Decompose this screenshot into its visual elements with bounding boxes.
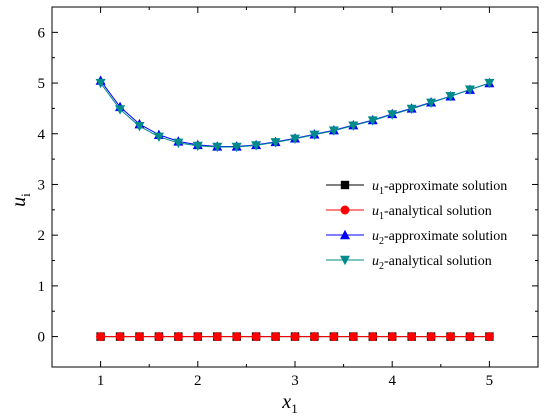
legend-label: u2-approximate solution xyxy=(372,229,507,247)
data-point xyxy=(348,332,358,342)
x-tick-label: 1 xyxy=(97,373,105,389)
x-axis-label-base: x xyxy=(281,391,291,413)
legend-item-u1-analytical: u1-analytical solution xyxy=(326,204,492,222)
data-point xyxy=(270,138,281,148)
data-point xyxy=(309,130,320,140)
data-point xyxy=(134,332,144,342)
data-point xyxy=(115,105,126,115)
data-point xyxy=(328,126,339,136)
series-u1-analytical xyxy=(96,332,494,342)
data-point xyxy=(193,332,203,342)
x-tick-label: 4 xyxy=(388,373,396,389)
legend-marker xyxy=(340,205,350,215)
legend-label: u1-approximate solution xyxy=(372,179,507,197)
y-tick-label: 4 xyxy=(38,127,46,143)
data-point xyxy=(407,332,417,342)
y-axis-label-sub: i xyxy=(18,193,33,197)
legend-label: u2-analytical solution xyxy=(372,254,492,272)
x-axis-label-sub: 1 xyxy=(291,401,298,416)
data-point xyxy=(464,85,475,95)
legend-item-u2-approximate: u2-approximate solution xyxy=(326,229,507,247)
data-point xyxy=(368,332,378,342)
data-point xyxy=(115,332,125,342)
data-point xyxy=(446,332,456,342)
data-point xyxy=(367,116,378,126)
data-point xyxy=(212,332,222,342)
y-tick-label: 5 xyxy=(38,76,46,92)
data-point xyxy=(251,332,261,342)
data-point xyxy=(154,332,164,342)
data-point xyxy=(134,121,145,132)
series xyxy=(95,75,495,342)
legend-marker xyxy=(340,255,350,266)
data-point xyxy=(96,332,106,342)
data-point xyxy=(271,332,281,342)
data-point xyxy=(329,332,339,342)
y-tick-label: 6 xyxy=(38,25,46,41)
data-point xyxy=(484,78,495,89)
legend-label: u1-analytical solution xyxy=(372,204,492,222)
y-axis-label-base: u xyxy=(8,197,30,207)
data-point xyxy=(406,104,417,115)
data-point xyxy=(232,332,242,342)
x-tick-label: 3 xyxy=(291,373,299,389)
ticks: 1 2 3 4 5 0 1 2 3 4 5 6 xyxy=(38,7,538,389)
data-point xyxy=(153,132,164,143)
data-point xyxy=(173,332,183,342)
x-tick-label: 5 xyxy=(486,373,494,389)
legend-item-u1-approximate: u1-approximate solution xyxy=(326,179,507,197)
data-point xyxy=(290,332,300,342)
legend-item-u2-analytical: u2-analytical solution xyxy=(326,254,492,272)
data-point xyxy=(484,332,494,342)
data-point xyxy=(387,332,397,342)
data-point xyxy=(426,332,436,342)
data-point xyxy=(426,98,437,109)
data-point xyxy=(309,332,319,342)
y-tick-label: 0 xyxy=(38,330,46,346)
legend-marker xyxy=(340,180,350,190)
y-tick-label: 1 xyxy=(38,279,46,295)
data-point xyxy=(192,141,203,152)
y-tick-label: 2 xyxy=(38,228,46,244)
data-point xyxy=(348,121,359,131)
data-point xyxy=(290,134,300,145)
data-point xyxy=(95,78,106,89)
x-tick-label: 2 xyxy=(194,373,202,389)
data-point xyxy=(231,142,242,153)
data-point xyxy=(251,141,262,151)
data-point xyxy=(387,110,398,120)
x-axis-label: x1 xyxy=(281,391,297,416)
data-point xyxy=(212,142,223,153)
y-tick-label: 3 xyxy=(38,177,46,193)
data-point xyxy=(465,332,475,342)
legend-marker xyxy=(340,229,350,240)
data-point xyxy=(445,92,456,102)
series-u2-analytical xyxy=(95,78,495,153)
y-axis-label: ui xyxy=(8,193,33,207)
data-point xyxy=(173,138,184,149)
legend: u1-approximate solution u1-analytical sol… xyxy=(326,179,507,272)
